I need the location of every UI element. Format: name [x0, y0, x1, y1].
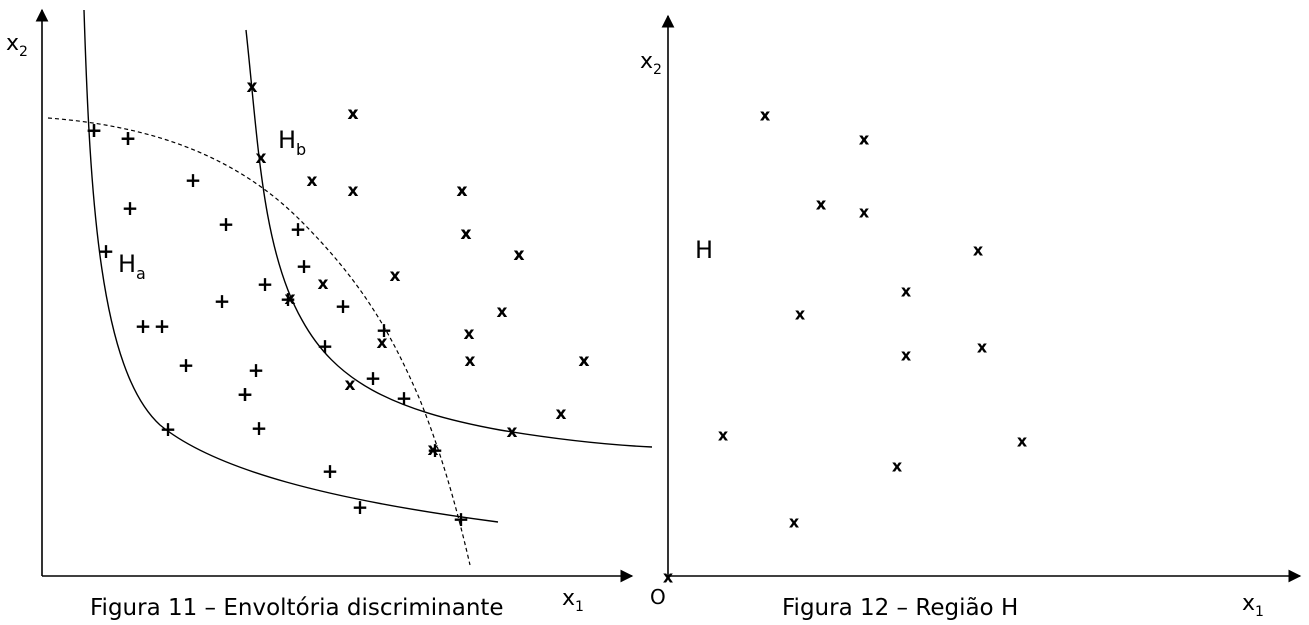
plus-marker: + [122, 196, 139, 220]
plus-marker: + [120, 126, 137, 150]
discriminant-dashed-curve [47, 117, 471, 566]
plus-marker: + [98, 239, 115, 263]
cross-marker: x [461, 224, 472, 244]
cross-marker: x [348, 181, 359, 201]
plus-marker: + [237, 382, 254, 406]
cross-marker: x [377, 333, 388, 353]
cross-marker: x [816, 195, 827, 214]
cross-marker: x [556, 404, 567, 424]
plus-marker: + [218, 212, 235, 236]
cross-marker: x [428, 440, 439, 460]
plus-marker: + [178, 353, 195, 377]
plus-marker: + [257, 272, 274, 296]
right-x-axis-label: x1 [1242, 591, 1264, 620]
plus-marker: + [365, 366, 382, 390]
plus-marker: + [376, 318, 393, 342]
cross-marker: x [318, 274, 329, 294]
plus-marker: + [427, 438, 444, 462]
cross-marker: x [760, 106, 771, 125]
cross-marker: x [307, 171, 318, 191]
cross-marker: x [465, 351, 476, 371]
envelope-ha-curve [83, 9, 499, 523]
plus-marker: + [185, 168, 202, 192]
cross-marker: x [718, 426, 729, 445]
plus-marker: + [296, 254, 313, 278]
left-figure: x2 x1 Ha Hb + +++++ ++++ ++ + +++ + ++ ++++++ +++… [6, 8, 653, 621]
plus-marker: + [135, 314, 152, 338]
cross-marker: x [497, 302, 508, 322]
cross-marker: x [816, 195, 827, 214]
plus-marker: + [214, 289, 231, 313]
cross-marker: x [901, 346, 912, 365]
plus-marker: + [322, 459, 339, 483]
right-caption: Figura 12 – Região H [782, 595, 1018, 621]
cross-marker: x [892, 457, 903, 476]
plus-marker: + [290, 217, 307, 241]
cross-marker: x [579, 351, 590, 371]
cross-marker: x [977, 338, 988, 357]
origin-label: O [650, 585, 666, 609]
cross-marker: x [457, 181, 468, 201]
cross-marker: x [760, 106, 771, 125]
cross-marker: x [457, 181, 468, 201]
cross-marker: x [859, 203, 870, 222]
region-ha-label: Ha [118, 250, 146, 283]
cross-marker: x [345, 375, 356, 395]
right-y-axis-label: x2 [640, 49, 662, 78]
cross-marker: x [663, 568, 674, 587]
cross-marker: x [795, 305, 806, 324]
cross-marker: x [348, 104, 359, 124]
plus-marker: + [248, 358, 265, 382]
region-hb-label: Hb [278, 126, 306, 159]
plus-marker: + [86, 118, 103, 142]
cross-marker: x [285, 289, 296, 309]
cross-marker: x [464, 324, 475, 344]
left-y-axis-label: x2 [6, 31, 28, 60]
cross-marker: x [579, 351, 590, 371]
cross-marker: x [348, 104, 359, 124]
cross-marker: x [514, 245, 525, 265]
cross-marker: x [461, 224, 472, 244]
cross-marker: x [285, 289, 296, 309]
cross-marker: x [247, 77, 258, 97]
plus-marker: + [396, 386, 413, 410]
cross-marker: x [514, 245, 525, 265]
cross-marker: x [859, 130, 870, 149]
cross-marker: x [256, 148, 267, 168]
plus-marker: + [154, 314, 171, 338]
plus-marker: + [280, 287, 297, 311]
plus-marker: + [453, 507, 470, 531]
plus-marker: + [237, 382, 254, 406]
cross-marker: x [507, 422, 518, 442]
cross-marker: x [1017, 432, 1028, 451]
left-caption: Figura 11 – Envoltória discriminante [90, 595, 504, 621]
cross-marker: x [973, 241, 984, 260]
left-x-axis-label: x1 [562, 586, 584, 615]
cross-marker: x [390, 266, 401, 286]
cross-marker: x [789, 513, 800, 532]
plus-marker: + [251, 416, 268, 440]
plus-marker: + [352, 495, 369, 519]
plus-marker: + [120, 126, 137, 150]
plus-marker: + [335, 294, 352, 318]
envelope-hb-curve [245, 29, 653, 448]
plus-marker: + [160, 417, 177, 441]
cross-marker: x [859, 130, 870, 149]
cross-marker: x [901, 282, 912, 301]
region-h-label: H [695, 236, 713, 264]
plus-markers: + +++++ ++++ ++ + +++ + ++ ++++++ +++++ [86, 118, 470, 531]
plus-marker: + [317, 334, 334, 358]
plus-marker: + [86, 118, 103, 142]
